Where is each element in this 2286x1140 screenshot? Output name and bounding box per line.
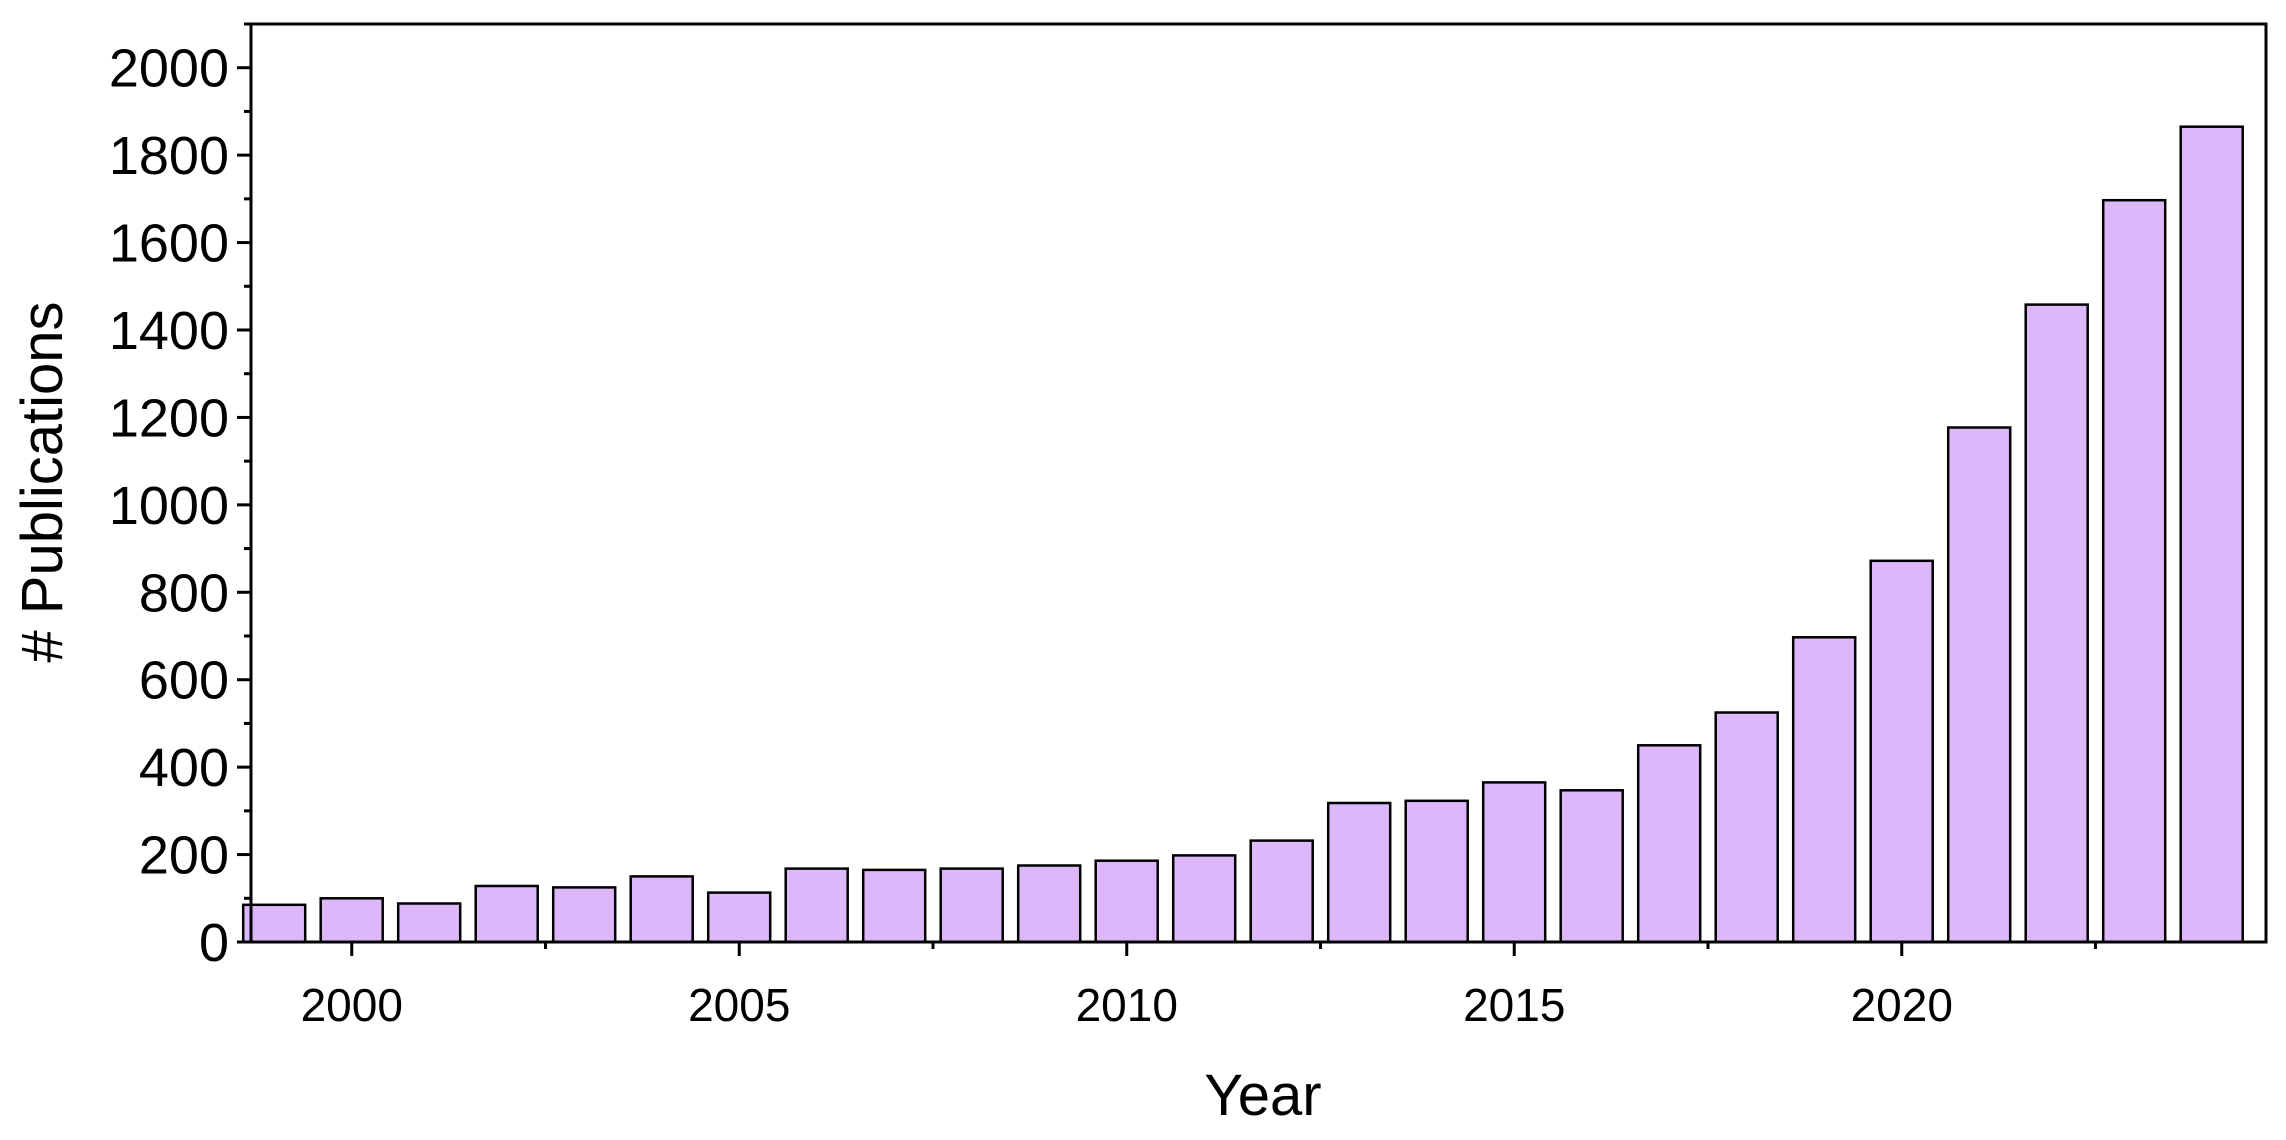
y-tick-label-0: 0 <box>199 913 229 973</box>
bar-2020 <box>1869 559 1934 944</box>
bar-2023 <box>2101 198 2167 944</box>
plot-frame <box>249 22 2268 944</box>
bar-2018 <box>1714 711 1779 944</box>
y-axis-title: # Publications <box>10 301 75 662</box>
y-tick-label-1800: 1800 <box>109 126 229 186</box>
y-tick-label-1600: 1600 <box>109 214 229 274</box>
y-tick-label-1400: 1400 <box>109 301 229 361</box>
y-tick-label-600: 600 <box>139 651 229 711</box>
y-tick-label-800: 800 <box>139 563 229 623</box>
bar-2002 <box>474 884 539 944</box>
y-tick-label-400: 400 <box>139 738 229 798</box>
bar-2019 <box>1791 636 1857 944</box>
bars-layer <box>241 125 2244 944</box>
x-tick-label-2000: 2000 <box>301 979 403 1031</box>
y-tick-label-2000: 2000 <box>109 39 229 99</box>
bar-2004 <box>629 875 694 944</box>
bar-2007 <box>861 868 927 944</box>
x-tick-label-2005: 2005 <box>688 979 790 1031</box>
axes-layer <box>249 22 2268 944</box>
bar-2013 <box>1326 801 1392 944</box>
y-tick-label-1000: 1000 <box>109 476 229 536</box>
x-tick-label-2010: 2010 <box>1076 979 1178 1031</box>
bar-2012 <box>1249 839 1314 944</box>
bar-2022 <box>2024 303 2089 944</box>
bar-2005 <box>706 891 772 944</box>
bar-2003 <box>551 886 617 944</box>
bar-2017 <box>1636 744 1702 944</box>
x-axis-title: Year <box>1204 1063 1321 1128</box>
bar-2014 <box>1404 799 1469 944</box>
bar-2015 <box>1481 781 1547 944</box>
bar-2011 <box>1171 854 1237 944</box>
bar-2021 <box>1946 426 2012 944</box>
bar-2000 <box>319 897 384 944</box>
bar-2024 <box>2179 125 2244 944</box>
x-tick-label-2020: 2020 <box>1851 979 1953 1031</box>
x-tick-label-2015: 2015 <box>1463 979 1565 1031</box>
bar-2009 <box>1016 864 1082 944</box>
bar-2008 <box>939 867 1004 944</box>
ticks-layer: 0 200 400 600 800 1000 1200 1400 1600 1800 2000 200… <box>109 22 2097 1031</box>
bar-2016 <box>1559 789 1624 944</box>
bar-2001 <box>396 902 462 944</box>
y-tick-label-1200: 1200 <box>109 388 229 448</box>
bar-2010 <box>1094 859 1159 944</box>
bar-2006 <box>784 867 849 944</box>
y-tick-label-200: 200 <box>139 826 229 886</box>
